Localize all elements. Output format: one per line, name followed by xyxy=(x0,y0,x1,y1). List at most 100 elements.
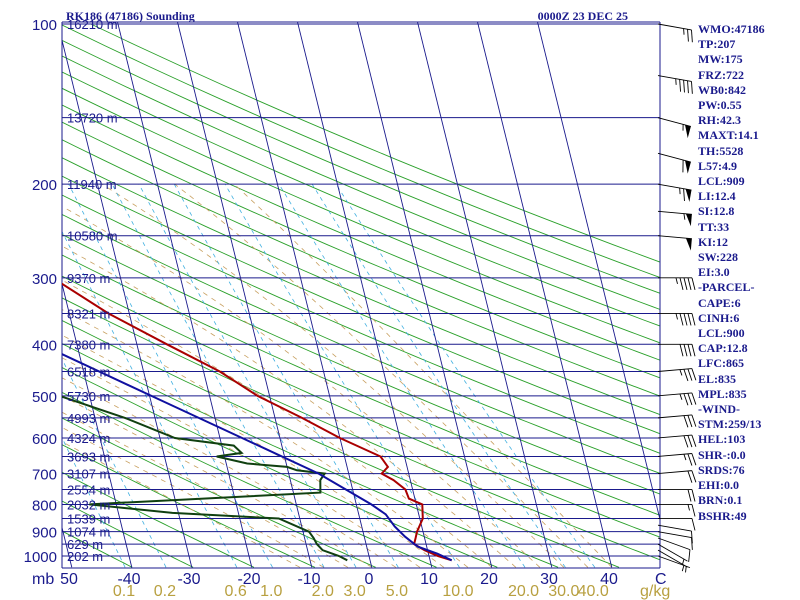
wind-barbs xyxy=(657,23,697,573)
isotherm-line xyxy=(62,282,133,568)
temperature-tick-label: 20 xyxy=(480,571,498,588)
wind-barb xyxy=(658,277,696,290)
dry-adiabat-line xyxy=(62,104,660,361)
isotherm-line xyxy=(0,12,12,567)
moist-adiabat-line xyxy=(62,395,373,568)
sounding-index-item: PW:0.55 xyxy=(698,98,742,113)
wind-barb xyxy=(657,543,688,566)
height-label: 2554 m xyxy=(67,483,110,498)
station-title: RK186 (47186) Sounding xyxy=(66,9,195,23)
temperature-tick-label: -30 xyxy=(177,571,200,588)
mixing-ratio-label: 5.0 xyxy=(386,583,408,600)
pressure-tick-label: 500 xyxy=(32,389,57,406)
moist-adiabat-line xyxy=(101,183,565,568)
dry-adiabat-line xyxy=(62,444,315,568)
wind-barb xyxy=(657,152,691,174)
isotherm-line xyxy=(62,38,193,568)
dry-adiabat-line xyxy=(62,471,255,568)
dry-adiabat-line xyxy=(62,194,660,454)
height-label: 2032 m xyxy=(67,497,110,512)
mixing-ratio-label: 0.6 xyxy=(224,583,246,600)
mixing-ratio-unit-label: g/kg xyxy=(640,583,670,600)
sounding-time: 0000Z 23 DEC 25 xyxy=(538,9,628,23)
pressure-unit-label: mb xyxy=(32,571,54,588)
temperature-tick-label: -10 xyxy=(297,571,320,588)
dry-adiabat-line xyxy=(62,55,660,310)
mixing-ratio-line xyxy=(173,183,399,568)
pressure-tick-label: 100 xyxy=(32,17,57,34)
sounding-index-item: LCL:900 xyxy=(698,326,745,341)
height-label: 7380 m xyxy=(67,337,110,352)
wind-barb xyxy=(657,470,697,483)
height-label: 4324 m xyxy=(67,431,110,446)
dry-adiabat-line xyxy=(62,275,660,538)
height-label: 13720 m xyxy=(67,111,118,126)
wind-barb xyxy=(657,414,697,428)
wind-barb xyxy=(657,117,691,139)
moist-adiabat-line xyxy=(62,309,469,568)
moist-adiabat-line xyxy=(233,183,613,568)
dry-adiabat-line xyxy=(62,139,660,397)
sounding-index-item: EHI:0.0 xyxy=(698,478,740,493)
isotherm-line xyxy=(117,22,253,568)
wind-barb xyxy=(657,392,697,406)
dry-adiabat-line xyxy=(62,87,660,344)
wind-barb xyxy=(658,503,696,517)
moist-adiabat-line xyxy=(62,441,300,568)
sounding-index-item: CINH:6 xyxy=(698,310,740,325)
mixing-ratio-label: 10.0 xyxy=(442,583,473,600)
sounding-index-item: LI:12.4 xyxy=(698,189,736,204)
sounding-index-item: MPL:835 xyxy=(698,386,747,401)
mixing-ratio-label: 40.0 xyxy=(578,583,609,600)
wind-barb xyxy=(658,312,696,326)
wind-barb xyxy=(657,549,688,572)
sounding-index-item: CAP:12.8 xyxy=(698,341,748,356)
height-label: 4993 m xyxy=(67,411,110,426)
height-label: 629 m xyxy=(67,537,103,552)
temperature-tick-label: 30 xyxy=(540,571,558,588)
dry-adiabat-line xyxy=(62,24,660,278)
moist-adiabat-line xyxy=(62,245,517,568)
mixing-ratio-lines xyxy=(62,183,596,568)
height-label: 3693 m xyxy=(67,449,110,464)
dry-adiabat-line xyxy=(62,175,660,435)
height-label: 202 m xyxy=(67,549,103,564)
sounding-index-item: WMO:47186 xyxy=(698,22,765,36)
mixing-ratio-line xyxy=(111,183,325,568)
sounding-index-item: STM:259/13 xyxy=(698,417,762,432)
temperature-tick-label: -40 xyxy=(117,571,140,588)
wind-barb xyxy=(658,518,696,531)
mixing-ratio-line xyxy=(68,183,273,568)
dry-adiabat-line xyxy=(62,367,498,568)
profile-lines xyxy=(62,282,453,562)
pressure-tick-label: 200 xyxy=(32,177,57,194)
wind-barb xyxy=(657,368,697,382)
height-label: 8321 m xyxy=(67,306,110,321)
temperature-tick-label: 50 xyxy=(60,571,78,588)
sounding-index-item: TT:33 xyxy=(698,219,730,234)
pressure-tick-label: 800 xyxy=(32,497,57,514)
pressure-tick-label: 400 xyxy=(32,337,57,354)
wind-barb xyxy=(657,434,697,448)
moist-adiabat-line xyxy=(62,427,324,568)
temperature-unit-label: C xyxy=(655,571,667,588)
height-label: 9370 m xyxy=(67,271,110,286)
pressure-tick-label: 300 xyxy=(32,271,57,288)
wind-barb xyxy=(657,235,692,251)
mixing-ratio-label: 0.2 xyxy=(154,583,176,600)
moist-adiabat-line xyxy=(62,377,397,568)
height-label: 5730 m xyxy=(67,389,110,404)
sounding-index-item: HEL:103 xyxy=(698,432,746,447)
isotherm-line xyxy=(177,22,313,568)
height-label: 11940 m xyxy=(67,177,117,192)
moist-adiabat-line xyxy=(62,357,421,568)
sounding-index-item: BSHR:49 xyxy=(698,508,747,523)
wind-barb xyxy=(657,75,693,94)
pressure-tick-label: 600 xyxy=(32,431,57,448)
dry-adiabat-line xyxy=(62,233,660,495)
sounding-index-item: MAXT:14.1 xyxy=(698,128,759,143)
sounding-index-item: LCL:909 xyxy=(698,174,745,189)
height-label: 1074 m xyxy=(67,525,110,540)
